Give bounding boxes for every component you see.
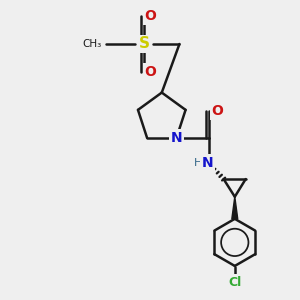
Text: Cl: Cl <box>228 276 242 289</box>
Text: N: N <box>202 156 213 170</box>
Polygon shape <box>232 197 238 219</box>
Text: O: O <box>211 104 223 118</box>
Text: N: N <box>171 131 182 145</box>
Text: O: O <box>145 9 157 23</box>
Text: H: H <box>194 158 202 168</box>
Text: CH₃: CH₃ <box>82 39 101 49</box>
Text: O: O <box>145 65 157 79</box>
Text: S: S <box>139 37 150 52</box>
